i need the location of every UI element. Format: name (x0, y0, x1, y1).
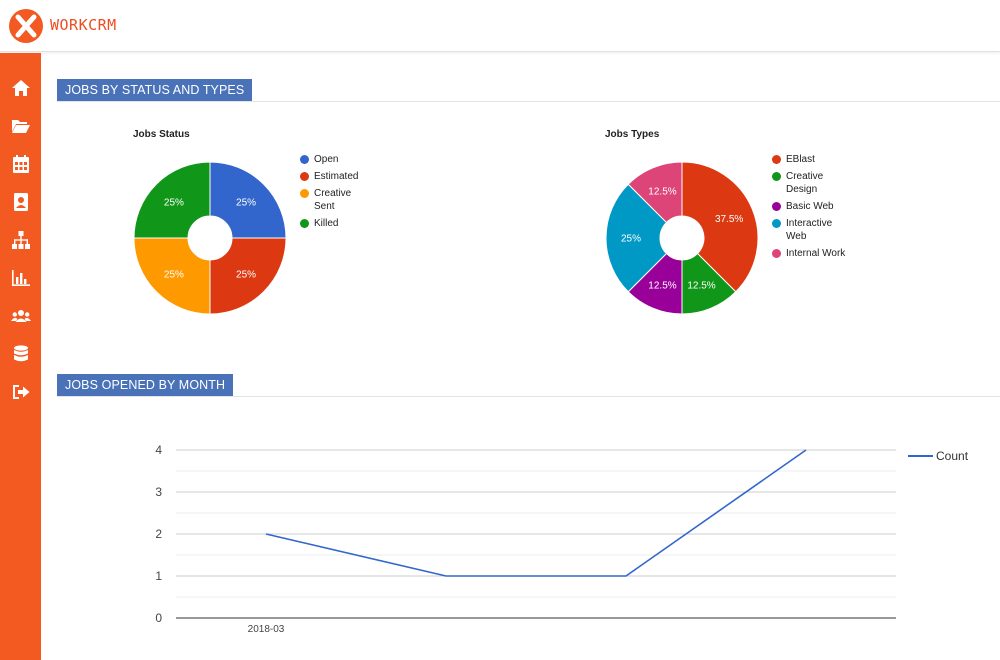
types-slice-label: 25% (621, 234, 641, 245)
status-chart-title: Jobs Status (133, 129, 190, 140)
section-divider (57, 396, 1000, 397)
contact-card-icon (13, 193, 28, 211)
y-tick-label: 3 (155, 485, 162, 499)
status-slice-killed[interactable] (133, 161, 211, 239)
legend-label: Killed (314, 218, 339, 229)
legend-label: Creative Sent (314, 188, 352, 212)
series-line-count[interactable] (265, 449, 807, 577)
legend-dot-icon (300, 189, 309, 198)
status-slice-open[interactable] (209, 161, 287, 239)
section-title-status-types: JOBS BY STATUS AND TYPES (57, 79, 253, 101)
legend-dot-icon (300, 155, 309, 164)
sidebar-item-calendar[interactable] (0, 145, 41, 183)
types-slice-eblast[interactable] (681, 161, 759, 293)
types-slice-label: 12.5% (648, 281, 676, 292)
status-legend-item[interactable]: Killed (300, 217, 374, 230)
status-slice-label: 25% (236, 270, 256, 281)
workcrm-logo-icon[interactable] (9, 9, 43, 43)
status-pie-chart: 25% 25% 25% 25% (133, 161, 287, 315)
legend-label: Creative Design (786, 171, 824, 195)
sitemap-icon (11, 231, 30, 249)
types-slice-label: 12.5% (687, 281, 715, 292)
types-pie-chart: 37.5% 12.5% 12.5% 25% 12.5% (605, 161, 759, 315)
y-tick-label: 4 (155, 443, 162, 457)
types-slice-label: 37.5% (715, 214, 743, 225)
legend-label: EBlast (786, 154, 815, 165)
status-slice-creative-sent[interactable] (133, 237, 211, 315)
folder-open-icon (11, 120, 30, 133)
legend-label: Interactive Web (786, 218, 833, 242)
legend-dot-icon (300, 172, 309, 181)
legend-label-count[interactable]: Count (936, 449, 969, 463)
legend-dot-icon (772, 202, 781, 211)
section-title-by-month: JOBS OPENED BY MONTH (57, 374, 234, 396)
legend-label: Open (314, 154, 339, 165)
types-slice-interactive-web[interactable] (605, 183, 668, 293)
jobs-by-month-line-chart: 0 1 2 3 4 2018-03 Count (155, 443, 969, 635)
sidebar-item-database[interactable] (0, 335, 41, 373)
types-legend-item[interactable]: Internal Work (772, 247, 846, 260)
legend-dot-icon (772, 219, 781, 228)
sidebar-item-home[interactable] (0, 69, 41, 107)
legend-label: Internal Work (786, 248, 846, 259)
sidebar-item-logout[interactable] (0, 373, 41, 411)
sidebar (0, 53, 41, 660)
status-slice-label: 25% (164, 270, 184, 281)
status-slice-estimated[interactable] (209, 237, 287, 315)
top-bar: WORKCRM (0, 0, 1000, 52)
types-legend-item[interactable]: Interactive Web (772, 217, 846, 243)
brand-name[interactable]: WORKCRM (50, 16, 117, 34)
types-slice-label: 12.5% (648, 186, 676, 197)
home-icon (11, 80, 30, 96)
types-chart-title: Jobs Types (605, 129, 660, 140)
legend-label: Basic Web (786, 201, 834, 212)
y-tick-label: 1 (155, 569, 162, 583)
legend-dot-icon (772, 172, 781, 181)
types-legend-item[interactable]: EBlast (772, 153, 846, 166)
types-legend-item[interactable]: Creative Design (772, 170, 846, 196)
legend-dot-icon (772, 155, 781, 164)
sidebar-item-reports[interactable] (0, 259, 41, 297)
section-divider (57, 101, 1000, 102)
sidebar-item-contacts[interactable] (0, 183, 41, 221)
types-legend-item[interactable]: Basic Web (772, 200, 846, 213)
legend-dot-icon (300, 219, 309, 228)
x-tick-label: 2018-03 (248, 624, 285, 635)
status-legend-item[interactable]: Estimated (300, 170, 374, 183)
y-tick-label: 0 (155, 611, 162, 625)
sidebar-item-organization[interactable] (0, 221, 41, 259)
status-legend: Open Estimated Creative Sent Killed (300, 153, 374, 234)
status-slice-label: 25% (236, 197, 256, 208)
sidebar-item-users[interactable] (0, 297, 41, 335)
sidebar-item-projects[interactable] (0, 107, 41, 145)
types-slice-internal-work[interactable] (627, 161, 683, 224)
y-tick-label: 2 (155, 527, 162, 541)
sign-out-icon (12, 385, 29, 399)
types-legend: EBlast Creative Design Basic Web Interactiv… (772, 153, 846, 264)
calendar-icon (12, 155, 29, 173)
users-icon (10, 310, 31, 322)
status-legend-item[interactable]: Creative Sent (300, 187, 374, 213)
status-legend-item[interactable]: Open (300, 153, 374, 166)
bar-chart-icon (11, 270, 30, 286)
database-icon (13, 345, 28, 362)
legend-label: Estimated (314, 171, 359, 182)
status-slice-label: 25% (164, 197, 184, 208)
legend-dot-icon (772, 249, 781, 258)
